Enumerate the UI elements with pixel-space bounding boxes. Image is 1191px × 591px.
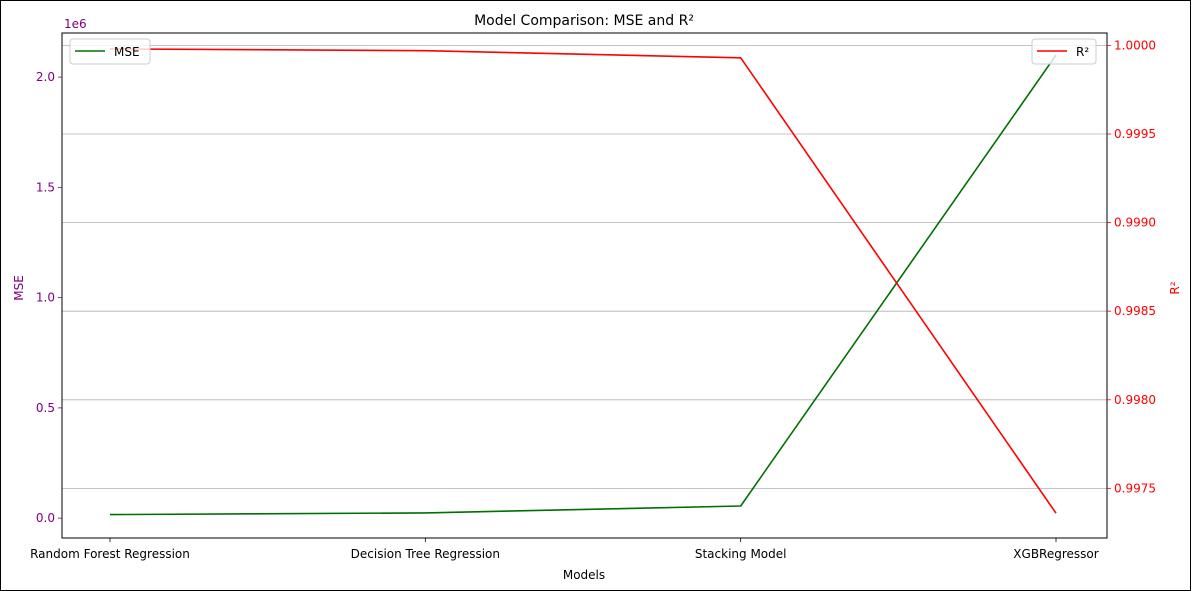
series-layer <box>109 48 1057 516</box>
right-axis-tick-label: 0.9985 <box>1114 304 1156 318</box>
right-axis-tick-label: 0.9995 <box>1114 127 1156 141</box>
left-axis: 0.0 0.5 1.0 1.5 2.0 <box>36 70 62 525</box>
legend-left-box <box>69 38 151 65</box>
r2-line <box>109 48 1057 514</box>
legend-left: MSE <box>69 38 151 65</box>
left-axis-label: MSE <box>12 275 26 301</box>
right-axis-label: R² <box>1168 281 1182 294</box>
right-axis-tick-label: 0.9980 <box>1114 393 1156 407</box>
right-axis-tick-label: 1.0000 <box>1114 38 1156 52</box>
x-axis-tick-label: Random Forest Regression <box>30 547 190 561</box>
left-axis-tick-label: 1.5 <box>36 180 55 194</box>
grid-layer <box>62 45 1107 489</box>
right-axis: 0.9975 0.9980 0.9985 0.9990 0.9995 1.0000 <box>1107 38 1156 495</box>
x-axis-label: Models <box>563 568 605 582</box>
left-axis-tick-label: 1.0 <box>36 291 55 305</box>
plot-frame <box>61 32 1108 539</box>
x-axis: Random Forest Regression Decision Tree Re… <box>30 538 1099 561</box>
x-axis-tick-label: XGBRegressor <box>1013 547 1098 561</box>
left-axis-tick-label: 2.0 <box>36 70 55 84</box>
left-axis-tick-label: 0.0 <box>36 511 55 525</box>
x-axis-tick-label: Stacking Model <box>695 547 787 561</box>
right-axis-tick-label: 0.9975 <box>1114 481 1156 495</box>
x-axis-tick-label: Decision Tree Regression <box>351 547 500 561</box>
right-axis-tick-label: 0.9990 <box>1114 216 1156 230</box>
legend-label-r2: R² <box>1076 45 1089 59</box>
chart-title: Model Comparison: MSE and R² <box>474 13 694 29</box>
legend-right: R² <box>1031 38 1097 65</box>
legend-label-mse: MSE <box>114 45 140 59</box>
mse-line <box>109 54 1057 516</box>
left-axis-offset-text: 1e6 <box>64 17 87 31</box>
left-axis-tick-label: 0.5 <box>36 401 55 415</box>
